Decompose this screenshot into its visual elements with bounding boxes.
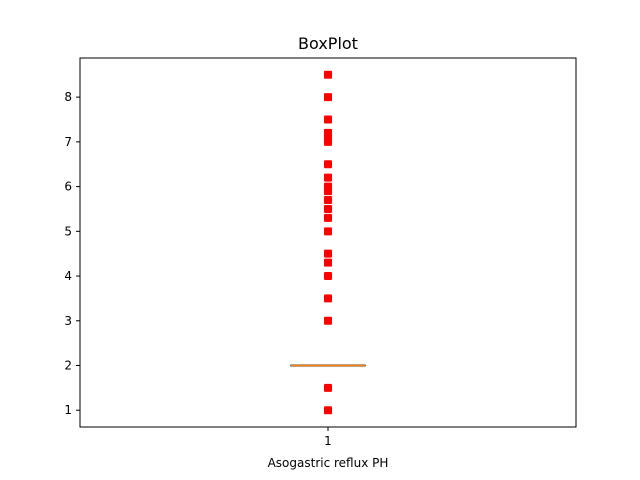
y-tick-label: 1 — [64, 403, 72, 417]
outlier-point — [324, 70, 332, 79]
outlier-point — [324, 204, 332, 213]
y-tick-label: 4 — [64, 269, 72, 283]
outlier-point — [324, 182, 332, 191]
y-tick-label: 2 — [64, 359, 72, 373]
x-axis: 1 — [324, 427, 332, 448]
outlier-point — [324, 173, 332, 182]
outlier-point — [324, 258, 332, 267]
y-tick-label: 5 — [64, 224, 72, 238]
outlier-point — [324, 249, 332, 258]
box-group — [290, 364, 366, 367]
y-axis: 1 2 3 4 5 6 7 8 — [64, 90, 80, 417]
outlier-point — [324, 294, 332, 303]
y-tick-label: 7 — [64, 135, 72, 149]
outlier-point — [324, 196, 332, 205]
y-tick-label: 6 — [64, 180, 72, 194]
outlier-point — [324, 213, 332, 222]
outlier-point — [324, 227, 332, 236]
chart-title: BoxPlot — [298, 34, 358, 53]
y-tick-label: 3 — [64, 314, 72, 328]
outlier-group — [324, 70, 332, 415]
outlier-point — [324, 160, 332, 169]
outlier-point — [324, 272, 332, 281]
y-tick-label: 8 — [64, 90, 72, 104]
outlier-point — [324, 406, 332, 415]
outlier-point — [324, 383, 332, 392]
x-tick-label: 1 — [324, 434, 332, 448]
outlier-point — [324, 93, 332, 102]
outlier-point — [324, 316, 332, 325]
x-axis-label: Asogastric reflux PH — [268, 456, 389, 470]
outlier-point — [324, 128, 332, 137]
outlier-point — [324, 115, 332, 124]
